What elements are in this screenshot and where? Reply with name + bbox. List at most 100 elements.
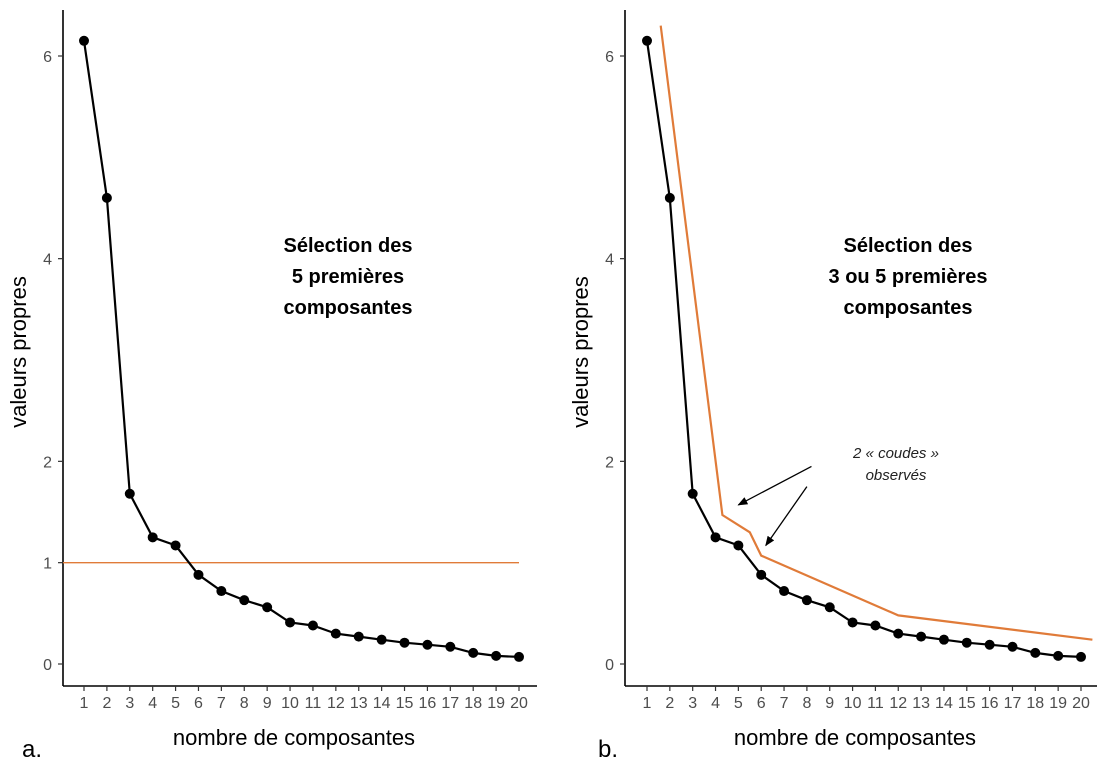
data-point	[285, 617, 296, 628]
x-tick-label: 9	[825, 695, 834, 712]
data-point	[756, 569, 767, 580]
x-tick-label: 11	[867, 695, 884, 712]
data-point	[687, 488, 698, 499]
data-point	[824, 602, 835, 613]
x-tick-label: 14	[373, 695, 391, 712]
data-point	[193, 569, 204, 580]
x-tick-label: 18	[1026, 695, 1044, 712]
x-tick-label: 13	[912, 695, 930, 712]
x-tick-label: 5	[171, 695, 180, 712]
data-point	[468, 647, 479, 658]
x-tick-label: 19	[1049, 695, 1067, 712]
annotation-text-line: composantes	[844, 297, 973, 319]
annotation-text-line: composantes	[284, 297, 413, 319]
data-point	[79, 35, 89, 46]
data-point	[101, 192, 112, 203]
x-tick-label: 16	[981, 695, 999, 712]
x-tick-label: 2	[102, 695, 111, 712]
x-axis-title: nombre de composantes	[173, 725, 415, 750]
y-axis-title: valeurs propres	[6, 276, 31, 428]
y-tick-label: 2	[605, 454, 614, 471]
x-tick-label: 11	[305, 695, 322, 712]
data-point	[1030, 647, 1041, 658]
annotation-text-line: Sélection des	[844, 235, 973, 257]
data-point	[399, 637, 410, 648]
x-tick-label: 4	[148, 695, 157, 712]
data-point	[376, 634, 387, 645]
data-point	[779, 586, 790, 597]
annotation-text-line: Sélection des	[284, 235, 413, 257]
y-tick-label: 0	[605, 657, 614, 674]
x-tick-label: 10	[281, 695, 299, 712]
data-point	[938, 634, 949, 645]
panel-label: a.	[22, 736, 42, 763]
x-tick-label: 15	[396, 695, 414, 712]
series-line	[82, 40, 520, 658]
data-point	[330, 628, 341, 639]
elbow-note-text-line: 2 « coudes »	[852, 445, 939, 462]
data-point	[961, 637, 972, 648]
y-tick-label: 6	[43, 49, 52, 66]
data-point	[1007, 641, 1018, 652]
data-point	[1076, 651, 1086, 662]
data-point	[733, 540, 744, 551]
y-tick-label: 4	[43, 252, 52, 269]
x-tick-label: 1	[643, 695, 652, 712]
y-tick-label: 1	[43, 556, 52, 573]
elbow-arrow	[737, 465, 812, 506]
y-tick-label: 2	[43, 454, 52, 471]
y-tick-label: 0	[43, 657, 52, 674]
data-point	[491, 650, 502, 661]
data-point	[893, 628, 904, 639]
series-line	[645, 40, 1082, 658]
x-tick-label: 4	[711, 695, 720, 712]
x-tick-label: 10	[844, 695, 862, 712]
data-point	[307, 620, 318, 631]
x-tick-label: 17	[441, 695, 459, 712]
data-point	[147, 532, 158, 543]
x-tick-label: 7	[780, 695, 789, 712]
x-tick-label: 7	[217, 695, 226, 712]
data-point	[847, 617, 858, 628]
data-point	[216, 586, 227, 597]
x-tick-label: 13	[350, 695, 368, 712]
x-tick-label: 15	[958, 695, 976, 712]
x-tick-label: 6	[194, 695, 203, 712]
x-tick-label: 12	[889, 695, 907, 712]
elbow-arrow	[765, 486, 808, 547]
data-point	[353, 631, 364, 642]
annotation-text-line: 3 ou 5 premières	[829, 266, 988, 288]
data-point	[710, 532, 721, 543]
x-tick-label: 17	[1004, 695, 1022, 712]
data-point	[984, 639, 995, 650]
data-point	[642, 35, 652, 46]
x-axis-title: nombre de composantes	[734, 725, 976, 750]
x-tick-label: 1	[80, 695, 89, 712]
x-tick-label: 20	[510, 695, 528, 712]
x-tick-label: 8	[802, 695, 811, 712]
data-point	[664, 192, 675, 203]
data-point	[801, 595, 812, 606]
x-tick-label: 3	[125, 695, 134, 712]
x-tick-label: 5	[734, 695, 743, 712]
data-point	[422, 639, 433, 650]
data-point	[514, 651, 524, 662]
elbow-note-text-line: observés	[866, 467, 927, 484]
data-point	[916, 631, 927, 642]
x-tick-label: 6	[757, 695, 766, 712]
data-point	[262, 602, 273, 613]
data-point	[870, 620, 881, 631]
data-point	[445, 641, 456, 652]
x-tick-label: 18	[464, 695, 482, 712]
x-tick-label: 2	[665, 695, 674, 712]
data-point	[124, 488, 135, 499]
data-point	[239, 595, 250, 606]
x-tick-label: 9	[263, 695, 272, 712]
annotation-text-line: 5 premières	[292, 266, 404, 288]
x-tick-label: 12	[327, 695, 345, 712]
x-tick-label: 16	[419, 695, 437, 712]
data-point	[1053, 650, 1064, 661]
y-tick-label: 6	[605, 49, 614, 66]
